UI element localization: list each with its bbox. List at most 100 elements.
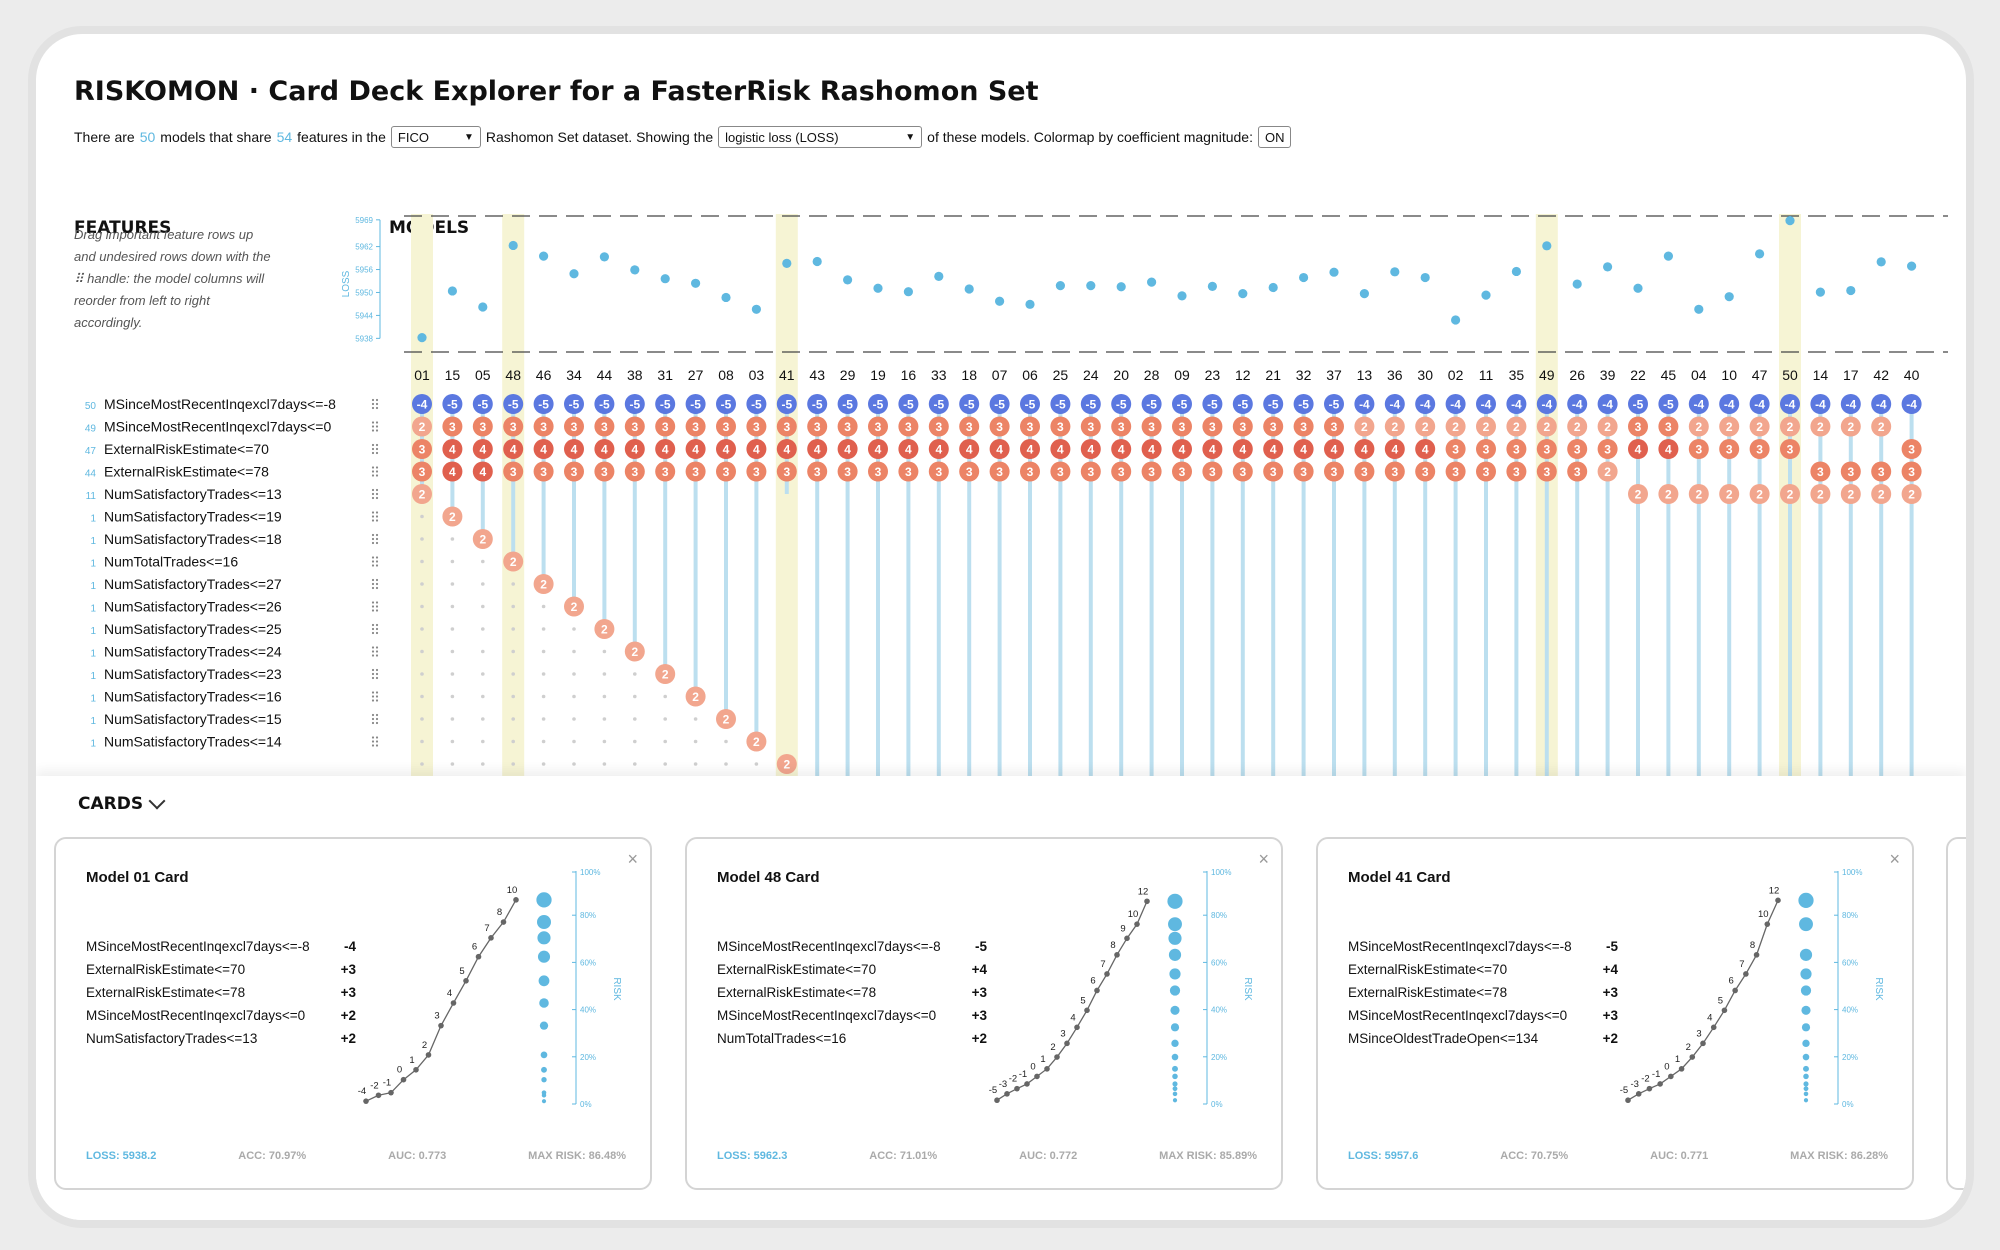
close-icon[interactable]: × (627, 849, 638, 869)
loss-point-42[interactable] (1876, 257, 1886, 267)
loss-point-03[interactable] (751, 304, 762, 314)
model-id-41[interactable]: 41 (779, 367, 795, 383)
loss-point-14[interactable] (1815, 287, 1825, 297)
model-id-45[interactable]: 45 (1661, 367, 1677, 383)
model-id-48[interactable]: 48 (505, 367, 521, 383)
loss-point-30[interactable] (1420, 272, 1430, 283)
model-card[interactable]: Model 48 Card × MSinceMostRecentInqexcl7da… (685, 837, 1283, 1190)
model-id-46[interactable]: 46 (536, 367, 552, 383)
model-id-03[interactable]: 03 (749, 367, 765, 383)
loss-point-47[interactable] (1755, 249, 1765, 259)
drag-handle-icon[interactable] (371, 691, 379, 702)
model-id-44[interactable]: 44 (597, 367, 613, 383)
model-id-20[interactable]: 20 (1113, 367, 1129, 383)
model-card[interactable]: Model 01 Card × MSinceMostRecentInqexcl7da… (54, 837, 652, 1190)
loss-point-19[interactable] (873, 283, 883, 293)
model-id-32[interactable]: 32 (1296, 367, 1312, 383)
loss-point-44[interactable] (599, 252, 610, 262)
cards-toggle[interactable]: CARDS (78, 792, 166, 814)
model-id-19[interactable]: 19 (870, 367, 886, 383)
loss-point-36[interactable] (1390, 267, 1400, 277)
model-id-37[interactable]: 37 (1326, 367, 1342, 383)
model-id-42[interactable]: 42 (1873, 367, 1889, 383)
model-id-04[interactable]: 04 (1691, 367, 1707, 383)
loss-point-27[interactable] (691, 278, 701, 288)
loss-point-25[interactable] (1055, 280, 1065, 291)
loss-point-50[interactable] (1785, 215, 1795, 226)
loss-point-16[interactable] (903, 287, 914, 297)
model-id-13[interactable]: 13 (1357, 367, 1373, 383)
card-peek[interactable] (1946, 837, 1966, 1190)
model-id-30[interactable]: 30 (1417, 367, 1433, 383)
model-id-05[interactable]: 05 (475, 367, 491, 383)
dataset-select[interactable]: FICO ▼ (390, 126, 481, 148)
drag-handle-icon[interactable] (371, 623, 379, 635)
loss-point-34[interactable] (569, 269, 579, 279)
drag-handle-icon[interactable] (371, 713, 379, 725)
loss-point-01[interactable] (417, 332, 427, 343)
drag-handle-icon[interactable] (371, 488, 379, 500)
model-id-01[interactable]: 01 (414, 367, 430, 383)
loss-point-21[interactable] (1268, 282, 1278, 293)
loss-point-22[interactable] (1633, 283, 1643, 293)
model-id-18[interactable]: 18 (961, 367, 977, 383)
model-id-27[interactable]: 27 (688, 367, 704, 383)
loss-point-17[interactable] (1846, 285, 1856, 296)
model-id-28[interactable]: 28 (1144, 367, 1160, 383)
drag-handle-icon[interactable] (371, 646, 379, 657)
drag-handle-icon[interactable] (371, 556, 379, 567)
loss-point-05[interactable] (478, 302, 488, 312)
loss-point-26[interactable] (1572, 279, 1582, 289)
loss-point-39[interactable] (1603, 262, 1613, 272)
model-id-11[interactable]: 11 (1479, 367, 1494, 383)
loss-point-11[interactable] (1481, 290, 1491, 300)
drag-handle-icon[interactable] (371, 736, 379, 747)
loss-point-18[interactable] (964, 284, 974, 294)
model-card[interactable]: Model 41 Card × MSinceMostRecentInqexcl7da… (1316, 837, 1914, 1190)
loss-point-48[interactable] (508, 240, 518, 251)
loss-point-13[interactable] (1359, 289, 1369, 299)
model-id-16[interactable]: 16 (901, 367, 917, 383)
loss-point-45[interactable] (1663, 251, 1673, 261)
model-id-21[interactable]: 21 (1265, 367, 1281, 383)
loss-point-20[interactable] (1116, 282, 1126, 292)
loss-point-24[interactable] (1086, 280, 1096, 291)
drag-handle-icon[interactable] (371, 533, 379, 545)
drag-handle-icon[interactable] (371, 443, 379, 455)
loss-point-46[interactable] (539, 251, 549, 261)
loss-point-06[interactable] (1025, 299, 1035, 309)
loss-point-41[interactable] (782, 258, 792, 269)
drag-handle-icon[interactable] (371, 578, 379, 590)
model-id-33[interactable]: 33 (931, 367, 947, 383)
model-id-14[interactable]: 14 (1813, 367, 1829, 383)
model-id-10[interactable]: 10 (1721, 367, 1737, 383)
model-id-40[interactable]: 40 (1904, 367, 1920, 383)
model-id-38[interactable]: 38 (627, 367, 643, 383)
model-id-08[interactable]: 08 (718, 367, 734, 383)
model-id-49[interactable]: 49 (1539, 367, 1555, 383)
loss-point-08[interactable] (721, 292, 731, 303)
loss-point-28[interactable] (1147, 277, 1157, 287)
model-id-26[interactable]: 26 (1569, 367, 1585, 383)
colormap-toggle[interactable]: ON (1257, 126, 1292, 148)
loss-point-09[interactable] (1177, 291, 1187, 301)
loss-point-31[interactable] (660, 274, 670, 284)
loss-point-35[interactable] (1511, 266, 1521, 277)
model-id-02[interactable]: 02 (1448, 367, 1464, 383)
model-id-50[interactable]: 50 (1782, 367, 1798, 383)
drag-handle-icon[interactable] (371, 601, 379, 612)
model-id-47[interactable]: 47 (1752, 367, 1768, 383)
close-icon[interactable]: × (1889, 849, 1900, 869)
loss-point-37[interactable] (1329, 267, 1339, 277)
model-id-09[interactable]: 09 (1174, 367, 1190, 383)
model-id-23[interactable]: 23 (1205, 367, 1221, 383)
loss-point-07[interactable] (995, 296, 1005, 306)
model-id-43[interactable]: 43 (809, 367, 825, 383)
drag-handle-icon[interactable] (371, 421, 379, 432)
loss-point-32[interactable] (1299, 272, 1309, 283)
loss-point-23[interactable] (1207, 281, 1217, 291)
model-id-07[interactable]: 07 (992, 367, 1008, 383)
model-id-34[interactable]: 34 (566, 367, 582, 383)
loss-point-15[interactable] (447, 286, 457, 296)
drag-handle-icon[interactable] (371, 466, 379, 477)
